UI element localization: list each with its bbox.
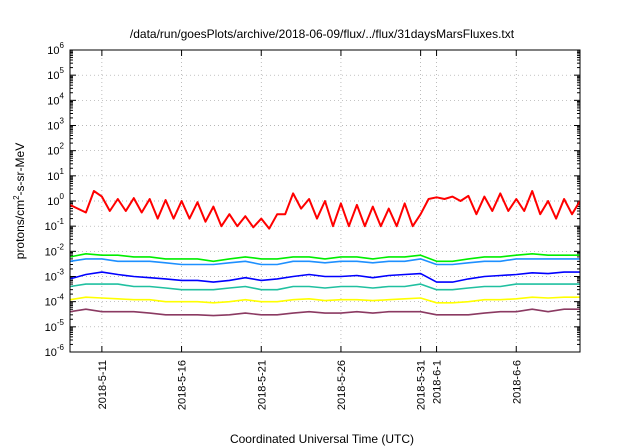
x-tick-label: 2018-5-31 xyxy=(416,360,428,410)
series-line-3 xyxy=(70,258,580,266)
y-tick-label: 103 xyxy=(47,117,64,133)
y-tick-label: 102 xyxy=(47,142,64,158)
series-line-6 xyxy=(70,296,580,304)
x-tick-label: 2018-6-1 xyxy=(432,360,444,404)
grid xyxy=(70,50,580,352)
series-line-2 xyxy=(70,253,580,263)
y-axis-label-main: protons/cm xyxy=(13,200,27,259)
data-series xyxy=(70,190,580,317)
x-tick-label: 2018-5-16 xyxy=(177,360,189,410)
y-tick-label: 105 xyxy=(47,66,64,82)
y-tick-label: 10-4 xyxy=(45,293,65,309)
y-tick-label: 106 xyxy=(47,41,64,57)
y-axis-label: protons/cm2-s-sr-MeV xyxy=(12,143,27,259)
x-tick-label: 2018-6-6 xyxy=(511,360,523,404)
axis-ticks: 10-6 10-5 10-4 10-3 10-2 10-1 100 101 102 103 104 1… xyxy=(45,41,580,410)
series-line-7 xyxy=(70,308,580,317)
plot-frame xyxy=(69,49,581,353)
y-tick-label: 10-2 xyxy=(45,242,65,258)
y-tick-label: 10-5 xyxy=(45,318,65,334)
y-axis-label-unit: -s-sr-MeV xyxy=(13,143,27,196)
y-tick-label: 10-3 xyxy=(45,268,65,284)
x-tick-label: 2018-5-26 xyxy=(336,360,348,410)
series-line-1 xyxy=(70,190,580,230)
chart-title: /data/run/goesPlots/archive/2018-06-09/f… xyxy=(130,27,515,41)
y-tick-label: 10-6 xyxy=(45,343,65,359)
x-tick-label: 2018-5-11 xyxy=(97,360,109,409)
y-axis-label-exponent: 2 xyxy=(12,195,21,200)
y-tick-label: 10-1 xyxy=(45,217,65,233)
x-axis-label: Coordinated Universal Time (UTC) xyxy=(230,432,414,446)
y-tick-label: 104 xyxy=(47,91,64,107)
series-line-5 xyxy=(70,283,580,291)
y-tick-label: 100 xyxy=(47,192,64,208)
x-tick-label: 2018-5-21 xyxy=(256,360,268,410)
y-tick-label: 101 xyxy=(47,167,64,183)
series-line-4 xyxy=(70,271,580,283)
